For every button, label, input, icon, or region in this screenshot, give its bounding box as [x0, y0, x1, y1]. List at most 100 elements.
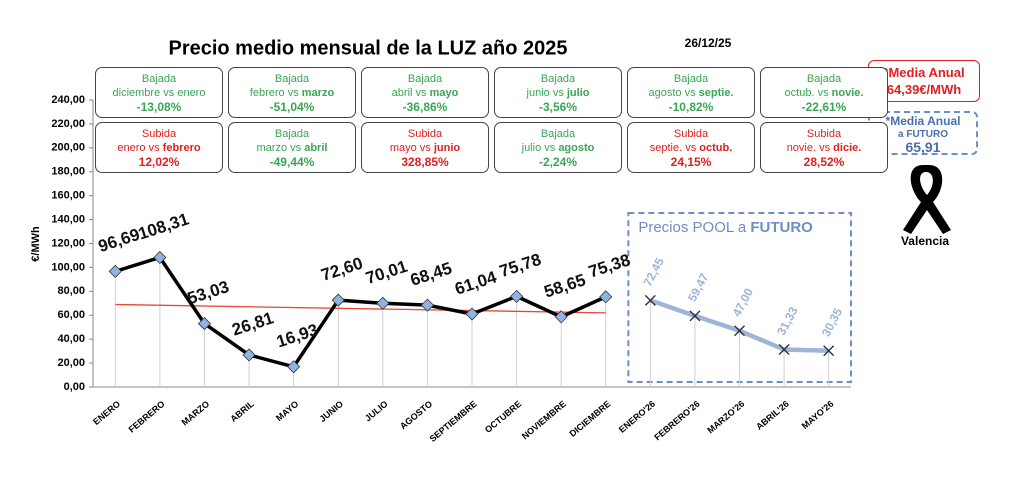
change-from: agosto vs	[648, 87, 696, 99]
y-tick-label: 140,00	[51, 213, 85, 225]
y-tick-label: 80,00	[57, 285, 85, 297]
y-tick-label: 200,00	[51, 142, 85, 154]
annual-average: *Media Anual 64,39€/MWh	[868, 60, 980, 102]
data-label: 47,00	[730, 286, 757, 319]
change-kind: Bajada	[141, 73, 177, 85]
change-kind: Bajada	[806, 73, 842, 85]
change-from: julio vs	[521, 142, 556, 154]
marker	[197, 317, 212, 331]
change-value: -49,44%	[269, 155, 315, 169]
change-kind: Subida	[407, 128, 443, 140]
change-box: Subida septie. vs octub. 24,15%	[627, 122, 755, 173]
y-tick-label: 100,00	[51, 261, 85, 273]
change-to: marzo	[301, 87, 335, 99]
change-kind: Bajada	[407, 73, 443, 85]
data-label: 72,45	[640, 255, 667, 288]
x-tick-label: MARZO'26	[705, 399, 746, 436]
change-to: julio	[566, 87, 590, 99]
change-from: marzo vs	[256, 142, 302, 154]
change-text: agosto vs septie.	[628, 86, 754, 100]
change-value: 28,52%	[803, 155, 845, 169]
marker	[331, 293, 345, 307]
series-line	[114, 255, 607, 369]
x-tick-label: MAYO	[274, 399, 300, 423]
change-to: enero	[177, 87, 206, 99]
x-tick-label: JULIO	[363, 399, 390, 424]
x-tick-label: DICIEMBRE	[567, 399, 612, 439]
change-from: septie. vs	[649, 142, 697, 154]
future-average: *Media Anual a FUTURO 65,91	[868, 111, 978, 155]
change-box: Bajada marzo vs abril -49,44%	[228, 122, 356, 173]
future-box-text: Precios POOL a	[638, 219, 746, 236]
y-tick-label: 220,00	[51, 118, 85, 130]
change-box: Bajada agosto vs septie. -10,82%	[627, 67, 755, 118]
change-kind: Bajada	[540, 73, 576, 85]
x-tick-label: ENERO	[91, 399, 122, 427]
x-tick-label: SEPTIEMBRE	[428, 399, 479, 444]
marker	[554, 310, 568, 324]
change-to: septie.	[698, 87, 734, 99]
data-label: 96,69	[96, 225, 142, 256]
marker	[465, 307, 479, 321]
change-to: dicie.	[833, 142, 862, 154]
change-text: octub. vs novie.	[761, 86, 887, 100]
change-text: diciembre vs enero	[96, 86, 222, 100]
future-average-sub: a FUTURO	[898, 129, 948, 140]
y-tick-label: 160,00	[51, 190, 85, 202]
change-from: abril vs	[391, 87, 427, 99]
change-value: -22,61%	[801, 100, 847, 114]
change-value: 12,02%	[138, 155, 180, 169]
change-box: Bajada febrero vs marzo -51,04%	[228, 67, 356, 118]
future-box-bold: FUTURO	[750, 219, 813, 236]
data-label: 75,38	[586, 250, 632, 281]
change-text: julio vs agosto	[495, 141, 621, 155]
change-to: octub.	[699, 142, 733, 154]
x-tick-label: NOVIEMBRE	[520, 399, 568, 442]
data-label: 68,45	[408, 259, 454, 290]
y-tick-label: 20,00	[57, 357, 85, 369]
change-box: Bajada julio vs agosto -2,24%	[494, 122, 622, 173]
change-value: -10,82%	[668, 100, 714, 114]
marker	[823, 345, 835, 357]
change-text: novie. vs dicie.	[761, 141, 887, 155]
change-box: Subida novie. vs dicie. 28,52%	[760, 122, 888, 173]
future-average-label: *Media Anual	[885, 114, 961, 128]
change-text: enero vs febrero	[96, 141, 222, 155]
change-kind: Bajada	[673, 73, 709, 85]
marker	[599, 290, 613, 304]
change-value: 328,85%	[401, 155, 449, 169]
change-kind: Bajada	[274, 73, 310, 85]
data-label: 26,81	[230, 308, 276, 339]
future-average-value: 65,91	[905, 139, 941, 155]
change-to: abril	[304, 142, 328, 154]
change-to: junio	[433, 142, 461, 154]
change-from: diciembre vs	[112, 87, 175, 99]
change-value: -51,04%	[269, 100, 315, 114]
y-tick-label: 240,00	[51, 94, 85, 106]
change-text: abril vs mayo	[362, 86, 488, 100]
change-value: -36,86%	[402, 100, 448, 114]
marker	[734, 325, 746, 337]
x-tick-label: ABRIL	[228, 398, 256, 424]
marker	[153, 250, 167, 265]
annual-average-label: *Media Anual	[883, 65, 965, 80]
y-tick-label: 0,00	[64, 381, 85, 393]
x-tick-label: FEBRERO	[127, 399, 167, 435]
marker	[287, 360, 301, 374]
change-box: Bajada abril vs mayo -36,86%	[361, 67, 489, 118]
change-value: 24,15%	[670, 155, 712, 169]
change-box: Subida enero vs febrero 12,02%	[95, 122, 223, 173]
data-label: 75,78	[497, 250, 543, 281]
change-value: -13,08%	[136, 100, 182, 114]
change-from: febrero vs	[249, 87, 299, 99]
data-label: 61,04	[453, 267, 500, 298]
change-text: marzo vs abril	[229, 141, 355, 155]
change-to: novie.	[831, 87, 864, 99]
x-tick-label: FEBRERO'26	[652, 399, 701, 443]
data-label: 70,01	[363, 257, 409, 288]
chart-title: Precio medio mensual de la LUZ año 2025	[168, 37, 567, 59]
marker	[108, 264, 122, 278]
change-from: enero vs	[117, 142, 160, 154]
change-box: Bajada diciembre vs enero -13,08%	[95, 67, 223, 118]
